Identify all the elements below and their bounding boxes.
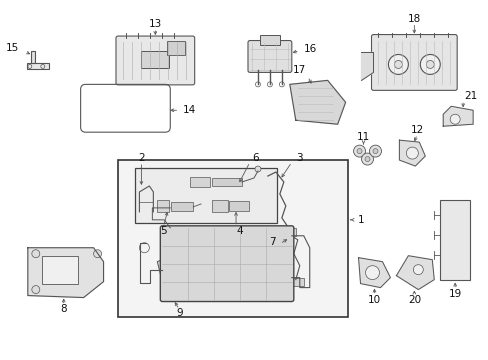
Text: 11: 11 (356, 132, 369, 142)
Circle shape (420, 54, 439, 75)
Circle shape (361, 153, 373, 165)
Circle shape (394, 60, 402, 68)
Bar (212, 178, 242, 186)
Text: 12: 12 (410, 125, 423, 135)
FancyBboxPatch shape (371, 35, 456, 90)
Polygon shape (358, 258, 389, 288)
Text: 6: 6 (252, 153, 259, 163)
Text: 19: 19 (447, 289, 461, 298)
Circle shape (364, 157, 369, 162)
Bar (171, 202, 193, 211)
Bar (41, 256, 78, 284)
Polygon shape (28, 248, 103, 298)
Text: 16: 16 (303, 44, 316, 54)
Bar (289, 278, 303, 285)
Text: 7: 7 (269, 237, 275, 247)
Bar (281, 228, 295, 236)
Text: 13: 13 (148, 19, 162, 29)
Bar (141, 50, 169, 68)
Polygon shape (27, 63, 49, 69)
Circle shape (353, 145, 365, 157)
Circle shape (356, 149, 361, 154)
FancyBboxPatch shape (160, 226, 293, 302)
Bar (228, 201, 248, 211)
Polygon shape (31, 51, 35, 63)
Polygon shape (399, 140, 425, 166)
Text: 10: 10 (367, 294, 380, 305)
Text: 18: 18 (407, 14, 420, 24)
FancyBboxPatch shape (116, 36, 194, 85)
Circle shape (365, 266, 379, 280)
Circle shape (32, 250, 40, 258)
Polygon shape (361, 53, 373, 80)
Bar (260, 35, 279, 45)
Polygon shape (289, 80, 345, 124)
Text: 9: 9 (176, 309, 182, 319)
Circle shape (412, 265, 423, 275)
Text: 15: 15 (6, 42, 19, 53)
Polygon shape (396, 256, 433, 289)
Polygon shape (442, 106, 472, 126)
Bar (135, 168, 276, 223)
Bar (157, 200, 169, 212)
Text: 5: 5 (160, 226, 166, 236)
Polygon shape (157, 258, 181, 302)
Circle shape (372, 149, 377, 154)
Text: 17: 17 (293, 66, 306, 76)
Bar (439, 200, 469, 280)
Bar (118, 160, 347, 318)
Circle shape (387, 54, 407, 75)
Bar (212, 200, 227, 212)
Circle shape (406, 147, 417, 159)
Circle shape (32, 285, 40, 293)
Text: 3: 3 (295, 153, 302, 163)
Circle shape (426, 60, 433, 68)
Circle shape (369, 145, 381, 157)
Text: 20: 20 (407, 294, 420, 305)
Circle shape (449, 114, 459, 124)
Text: 4: 4 (236, 226, 243, 236)
Text: 21: 21 (464, 91, 477, 101)
Bar (190, 177, 210, 187)
FancyBboxPatch shape (247, 41, 291, 72)
Bar (167, 41, 185, 55)
Text: 14: 14 (183, 105, 196, 115)
Circle shape (93, 250, 102, 258)
Text: 8: 8 (60, 305, 67, 315)
Text: 2: 2 (138, 153, 144, 163)
Text: 1: 1 (357, 215, 364, 225)
Circle shape (254, 166, 261, 172)
